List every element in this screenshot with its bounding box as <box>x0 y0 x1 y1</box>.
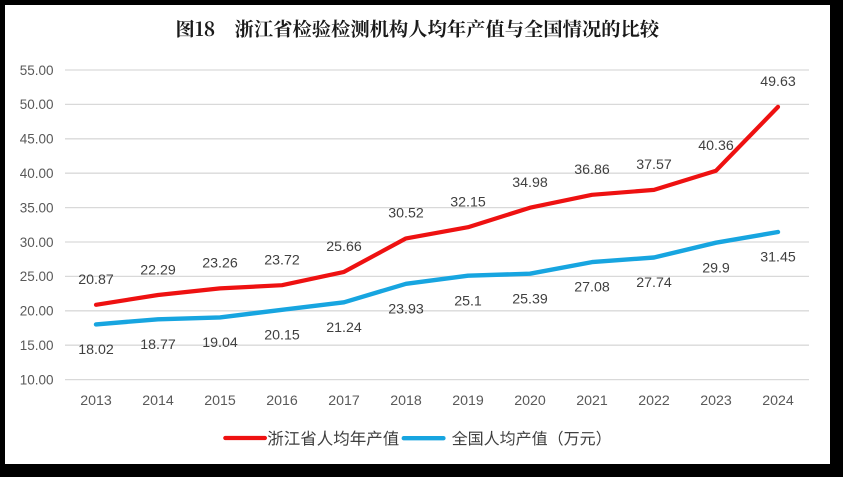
svg-text:19.04: 19.04 <box>202 335 238 351</box>
svg-text:40.36: 40.36 <box>698 138 734 154</box>
svg-text:10.00: 10.00 <box>20 372 54 387</box>
svg-text:25.00: 25.00 <box>20 269 54 284</box>
svg-text:31.45: 31.45 <box>760 250 796 266</box>
svg-text:22.29: 22.29 <box>140 262 176 278</box>
svg-text:55.00: 55.00 <box>20 63 54 78</box>
svg-text:32.15: 32.15 <box>450 195 486 211</box>
svg-text:25.66: 25.66 <box>326 239 362 255</box>
svg-text:20.00: 20.00 <box>20 304 54 319</box>
svg-text:15.00: 15.00 <box>20 338 54 353</box>
svg-text:49.63: 49.63 <box>760 74 796 90</box>
svg-text:2018: 2018 <box>390 393 422 409</box>
svg-text:23.93: 23.93 <box>388 301 424 317</box>
svg-text:25.1: 25.1 <box>454 293 482 309</box>
svg-text:2024: 2024 <box>762 393 794 409</box>
svg-text:29.9: 29.9 <box>702 260 730 276</box>
svg-text:2019: 2019 <box>452 393 484 409</box>
svg-text:2017: 2017 <box>328 393 360 409</box>
svg-text:30.52: 30.52 <box>388 206 424 222</box>
svg-text:2013: 2013 <box>80 393 112 409</box>
svg-text:30.00: 30.00 <box>20 235 54 250</box>
svg-text:36.86: 36.86 <box>574 162 610 178</box>
svg-text:2014: 2014 <box>142 393 174 409</box>
svg-text:45.00: 45.00 <box>20 132 54 147</box>
svg-text:27.08: 27.08 <box>574 280 610 296</box>
svg-text:2016: 2016 <box>266 393 298 409</box>
svg-text:35.00: 35.00 <box>20 200 54 215</box>
svg-text:25.39: 25.39 <box>512 291 548 307</box>
svg-text:18.02: 18.02 <box>78 342 114 358</box>
svg-text:2022: 2022 <box>638 393 670 409</box>
svg-text:40.00: 40.00 <box>20 166 54 181</box>
svg-text:34.98: 34.98 <box>512 175 548 191</box>
svg-text:2020: 2020 <box>514 393 546 409</box>
svg-text:18.77: 18.77 <box>140 337 176 353</box>
svg-text:23.72: 23.72 <box>264 253 300 269</box>
svg-text:50.00: 50.00 <box>20 97 54 112</box>
svg-text:23.26: 23.26 <box>202 256 238 272</box>
svg-text:2023: 2023 <box>700 393 732 409</box>
svg-text:20.15: 20.15 <box>264 327 300 343</box>
svg-text:21.24: 21.24 <box>326 320 362 336</box>
svg-text:20.87: 20.87 <box>78 272 114 288</box>
svg-text:2015: 2015 <box>204 393 236 409</box>
svg-text:27.74: 27.74 <box>636 275 672 291</box>
svg-text:37.57: 37.57 <box>636 157 672 173</box>
svg-text:2021: 2021 <box>576 393 608 409</box>
